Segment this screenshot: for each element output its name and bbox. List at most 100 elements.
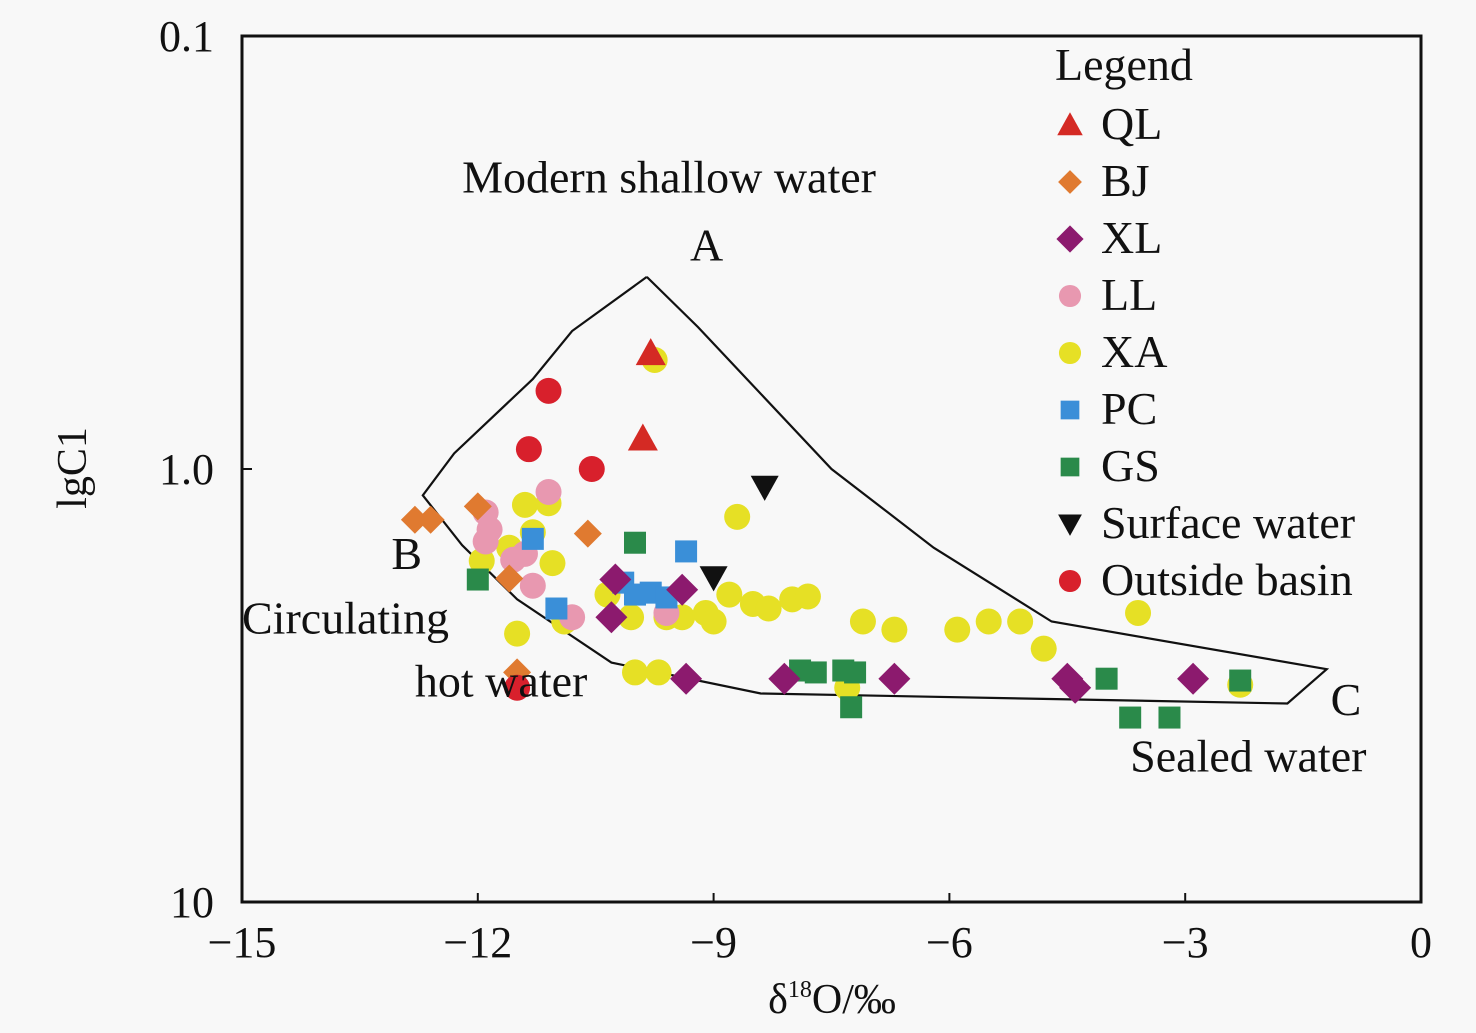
x-tick-label: 0: [1410, 918, 1432, 967]
x-tick-label: −9: [690, 918, 737, 967]
x-tick-label: −6: [926, 918, 973, 967]
data-point: [975, 608, 1002, 635]
data-point: [535, 478, 562, 505]
x-axis-title-rest: O/‰: [812, 977, 896, 1023]
data-point: [622, 659, 648, 686]
legend-label: Surface water: [1101, 497, 1355, 548]
y-tick-label: 1.0: [159, 445, 214, 494]
data-point: [750, 475, 779, 501]
y-tick-label: 10: [170, 878, 214, 927]
legend-label: PC: [1101, 383, 1157, 434]
data-point: [468, 547, 495, 574]
data-point: [515, 436, 542, 463]
legend-item: XL: [1056, 212, 1162, 263]
data-point: [599, 563, 632, 596]
legend: Legend QL BJ XL LL XA PC GS Surface water Outside…: [1055, 39, 1355, 605]
data-point: [944, 616, 971, 643]
data-point: [416, 505, 445, 534]
x-tick-label: −3: [1162, 918, 1209, 967]
data-point: [400, 505, 429, 534]
legend-label: XA: [1101, 326, 1167, 377]
data-point: [1125, 599, 1152, 626]
data-point: [675, 540, 698, 563]
annotation: B: [391, 528, 422, 579]
data-point: [844, 661, 867, 684]
legend-title: Legend: [1055, 39, 1193, 90]
annotation: C: [1331, 674, 1362, 725]
data-point: [878, 662, 911, 695]
data-point: [545, 597, 568, 620]
x-axis-title-base: δ: [768, 977, 788, 1023]
data-point: [1158, 706, 1181, 729]
data-point: [804, 661, 827, 684]
legend-marker: [1060, 400, 1080, 420]
data-point: [755, 595, 782, 622]
data-point: [1059, 671, 1092, 704]
data-point: [699, 566, 728, 592]
data-point: [849, 608, 876, 635]
y-axis-title: lgC1: [50, 427, 96, 509]
data-point: [472, 528, 499, 555]
legend-label: GS: [1101, 440, 1160, 491]
data-point: [618, 604, 645, 631]
legend-marker: [1060, 457, 1080, 477]
annotation: A: [690, 220, 723, 271]
data-point: [1095, 667, 1118, 690]
annotation: Sealed water: [1130, 731, 1366, 782]
data-point: [519, 572, 546, 599]
data-point: [627, 423, 658, 451]
data-point: [578, 456, 605, 482]
legend-marker: [1058, 569, 1082, 593]
annotation: Modern shallow water: [462, 152, 876, 203]
legend-item: PC: [1060, 383, 1157, 434]
data-point: [1007, 608, 1034, 635]
data-point: [595, 601, 628, 634]
data-point: [495, 564, 524, 593]
data-point: [1119, 706, 1142, 729]
legend-label: XL: [1101, 212, 1162, 263]
legend-marker: [1058, 284, 1082, 308]
data-point: [1229, 669, 1252, 692]
data-point: [511, 491, 538, 518]
legend-marker: [1057, 112, 1083, 136]
points-layer: [400, 338, 1254, 729]
legend-item: Surface water: [1058, 497, 1355, 548]
ticks-layer: −15 −12 −9 −6 −3 0 0.1 1.0 10: [159, 12, 1432, 967]
data-point: [1177, 662, 1210, 695]
legend-item: Outside basin: [1058, 554, 1353, 605]
y-tick-label: 0.1: [159, 12, 214, 61]
data-point: [535, 377, 562, 404]
data-point: [500, 546, 527, 573]
data-point: [463, 492, 492, 521]
data-point: [504, 620, 531, 647]
legend-item: GS: [1060, 440, 1160, 491]
annotation: hot water: [415, 655, 587, 706]
x-tick-label: −15: [208, 918, 277, 967]
legend-marker: [1058, 341, 1082, 365]
data-point: [1030, 635, 1057, 662]
legend-item: XA: [1058, 326, 1167, 377]
legend-item: QL: [1057, 98, 1162, 149]
legend-item: BJ: [1058, 155, 1150, 206]
data-point: [521, 527, 544, 550]
legend-label: BJ: [1101, 155, 1150, 206]
legend-label: QL: [1101, 98, 1162, 149]
data-point: [700, 608, 727, 635]
x-axis-title-sup: 18: [788, 977, 812, 1003]
data-point: [670, 662, 703, 695]
legend-label: Outside basin: [1101, 554, 1353, 605]
x-axis-title: δ18O/‰: [768, 977, 896, 1023]
legend-label: LL: [1101, 269, 1157, 320]
data-point: [466, 568, 489, 591]
data-point: [635, 338, 666, 366]
series-outside-basin: [504, 377, 605, 701]
series-gs: [466, 531, 1252, 729]
data-point: [504, 674, 531, 701]
data-point: [840, 696, 863, 719]
data-point: [881, 616, 908, 643]
series-surface-water: [699, 475, 779, 592]
data-point: [794, 583, 821, 610]
data-point: [768, 662, 801, 695]
x-tick-label: −12: [443, 918, 512, 967]
legend-marker: [1058, 514, 1082, 536]
